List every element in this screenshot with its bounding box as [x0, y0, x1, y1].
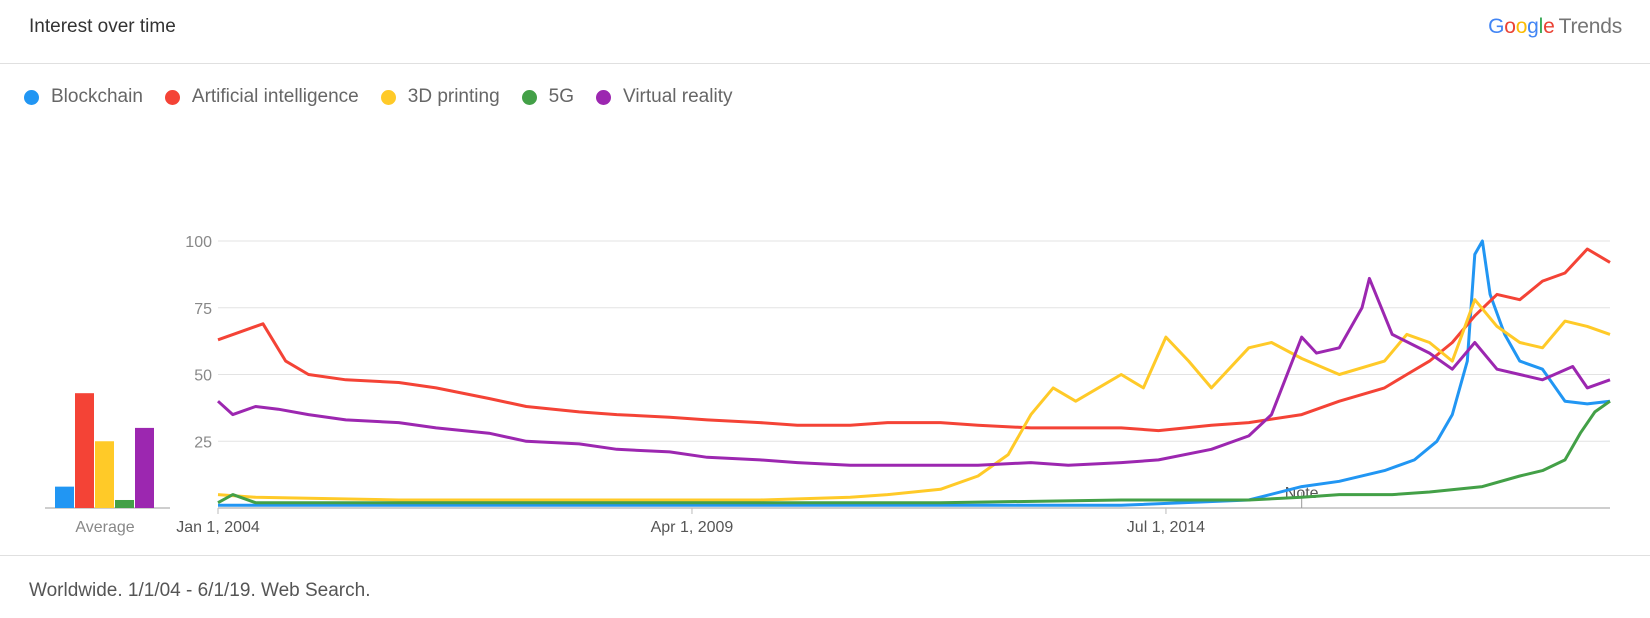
- legend-dot-icon: [164, 89, 180, 105]
- google-letter: G: [1488, 15, 1505, 38]
- google-wordmark: Google: [1488, 15, 1555, 38]
- series-line: [217, 399, 1611, 505]
- average-label: Average: [75, 519, 134, 536]
- x-tick-label: Jan 1, 2004: [176, 519, 260, 536]
- average-bar: [55, 486, 74, 508]
- average-bar: [115, 499, 134, 508]
- footer-divider: [0, 555, 1650, 556]
- x-tick-label: Jul 1, 2014: [1127, 519, 1205, 536]
- x-tick-label: Apr 1, 2009: [651, 519, 734, 536]
- legend-dot-icon: [380, 89, 396, 105]
- series-line: [216, 276, 1611, 467]
- legend-dot-icon: [596, 89, 611, 105]
- google-letter: e: [1543, 15, 1555, 38]
- legend-label: 3D printing: [407, 86, 500, 107]
- google-letter: g: [1527, 15, 1539, 38]
- legend-label: Virtual reality: [623, 86, 733, 107]
- series-line: [217, 298, 1611, 502]
- legend-label: Blockchain: [51, 86, 143, 107]
- series-line: [217, 247, 1611, 433]
- average-bar: [75, 393, 94, 508]
- google-trends-logo[interactable]: Google Trends: [1488, 15, 1622, 39]
- average-bar: [135, 427, 154, 508]
- legend-item[interactable]: Blockchain: [24, 86, 143, 108]
- y-tick-label: 75: [194, 301, 212, 318]
- google-letter: o: [1515, 15, 1528, 38]
- series-line: [218, 239, 1611, 507]
- trends-wordmark: Trends: [1558, 15, 1623, 38]
- legend-item[interactable]: Virtual reality: [596, 86, 732, 108]
- chart-header: Interest over time Google Trends: [0, 0, 1650, 64]
- google-letter: l: [1538, 15, 1544, 38]
- interest-over-time-chart: 25 50 75 100 Jan 1, 2004 Apr 1, 2009 Jul 1, 20…: [45, 234, 1611, 536]
- legend-item[interactable]: Artificial intelligence: [164, 86, 359, 108]
- legend-label: 5G: [548, 86, 574, 107]
- y-tick-label: 100: [185, 234, 212, 251]
- legend-label: Artificial intelligence: [191, 86, 359, 107]
- average-bar: [95, 441, 114, 508]
- google-letter: o: [1504, 15, 1516, 38]
- chart-title: Interest over time: [29, 16, 176, 37]
- y-tick-label: 50: [194, 368, 212, 385]
- chart-footnote: Worldwide. 1/1/04 - 6/1/19. Web Search.: [29, 580, 371, 601]
- legend-item[interactable]: 5G: [521, 86, 574, 108]
- legend-dot-icon: [521, 89, 537, 105]
- legend-dot-icon: [24, 89, 39, 105]
- chart-legend: Blockchain Artificial intelligence 3D prin…: [24, 86, 754, 108]
- legend-item[interactable]: 3D printing: [380, 86, 500, 108]
- y-tick-label: 25: [194, 434, 212, 451]
